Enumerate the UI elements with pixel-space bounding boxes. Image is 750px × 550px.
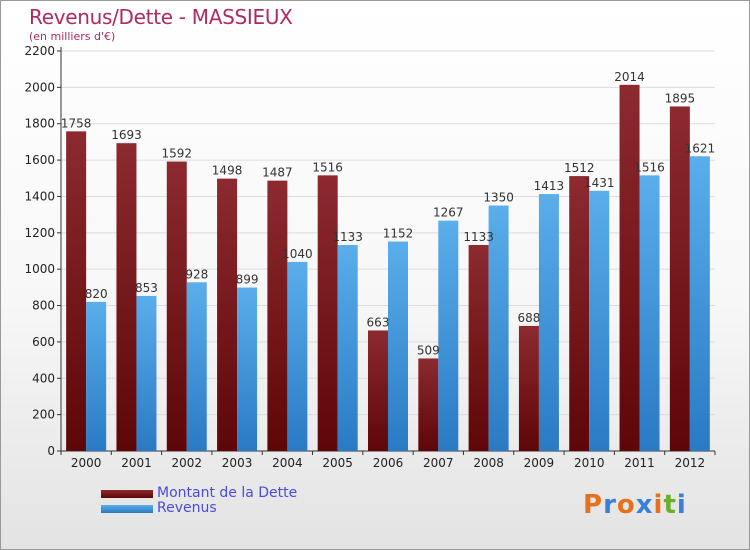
legend-swatch-revenus (101, 505, 153, 513)
bar-revenus (287, 261, 308, 451)
data-label-dette: 1512 (564, 161, 595, 175)
y-tick-label: 1200 (24, 226, 55, 240)
bar-revenus (86, 301, 107, 451)
data-label-revenus: 1413 (534, 179, 565, 193)
y-tick-label: 1600 (24, 153, 55, 167)
bar-revenus (237, 287, 258, 451)
bar-revenus (388, 241, 408, 451)
data-label-dette: 2014 (614, 70, 645, 84)
data-label-revenus: 1431 (584, 176, 615, 190)
bar-dette (317, 175, 338, 451)
x-tick-label: 2010 (574, 456, 605, 470)
x-tick-label: 2000 (71, 456, 102, 470)
data-label-dette: 688 (517, 311, 540, 325)
data-label-revenus: 853 (135, 281, 158, 295)
legend-label-revenus: Revenus (157, 500, 217, 516)
y-tick-label: 0 (47, 444, 55, 458)
logo-letter: P (583, 490, 604, 520)
logo-letter: x (635, 490, 654, 520)
bar-dette (418, 358, 439, 451)
axes: 0 200 400 600 800 1000 1200 1400 1600 1800 2000 220… (24, 44, 716, 470)
bar-dette (669, 106, 690, 452)
data-label-revenus: 899 (236, 273, 259, 287)
proxiti-logo: Proxiti (583, 490, 687, 520)
legend-swatch-dette (101, 490, 153, 498)
y-tick-label: 2200 (24, 44, 55, 58)
bar-dette (66, 131, 87, 451)
data-label-dette: 1592 (161, 147, 192, 161)
data-label-dette: 1516 (312, 160, 343, 174)
x-tick-label: 2005 (322, 456, 353, 470)
logo-letter: i (676, 490, 687, 520)
data-labels: 1758 820 1693 853 1592 928 1498 899 1487 1040 1516… (61, 70, 715, 358)
data-label-revenus: 1350 (483, 191, 514, 205)
legend-label-dette: Montant de la Dette (157, 485, 298, 501)
bar-revenus (689, 156, 710, 452)
bar-revenus (438, 220, 459, 451)
bar-dette (619, 84, 640, 452)
bar-revenus (186, 282, 207, 451)
data-label-dette: 1758 (61, 116, 92, 130)
logo-letter: i (653, 490, 664, 520)
chart-title: Revenus/Dette - MASSIEUX (29, 5, 293, 29)
chart-subtitle: (en milliers d'€) (29, 30, 116, 43)
bar-dette (116, 143, 137, 451)
data-label-revenus: 1152 (383, 227, 414, 241)
bar-dette (217, 178, 238, 452)
logo-letter: o (616, 490, 636, 520)
data-label-dette: 1498 (212, 164, 243, 178)
bar-dette (518, 325, 539, 451)
bar-dette (569, 176, 590, 451)
y-tick-label: 1400 (24, 189, 55, 203)
x-tick-label: 2004 (272, 456, 303, 470)
y-tick-label: 600 (32, 335, 55, 349)
data-label-revenus: 1040 (282, 247, 313, 261)
y-tick-label: 2000 (24, 80, 55, 94)
data-label-revenus: 1133 (332, 230, 363, 244)
bar-revenus (488, 205, 509, 451)
data-label-revenus: 1267 (433, 206, 464, 220)
x-tick-label: 2001 (121, 456, 152, 470)
x-tick-label: 2011 (624, 456, 655, 470)
bars (66, 84, 710, 452)
data-label-dette: 1693 (111, 128, 142, 142)
data-label-revenus: 928 (185, 267, 208, 281)
x-tick-label: 2006 (373, 456, 404, 470)
x-tick-label: 2008 (473, 456, 504, 470)
bar-revenus (538, 194, 559, 451)
x-tick-label: 2007 (423, 456, 454, 470)
bar-revenus (136, 295, 157, 451)
data-label-revenus: 1621 (685, 141, 716, 155)
data-label-revenus: 820 (85, 287, 108, 301)
bar-revenus (337, 245, 358, 451)
bar-dette (468, 245, 489, 451)
data-label-dette: 1133 (463, 230, 494, 244)
x-tick-label: 2002 (171, 456, 202, 470)
data-label-dette: 1487 (262, 166, 293, 180)
data-label-dette: 1895 (665, 91, 696, 105)
bar-dette (166, 161, 187, 451)
bar-dette (368, 330, 388, 451)
y-tick-label: 400 (32, 371, 55, 385)
data-label-revenus: 1516 (634, 160, 665, 174)
y-tick-label: 1000 (24, 262, 55, 276)
bar-revenus (589, 190, 610, 451)
x-tick-label: 2003 (222, 456, 253, 470)
y-tick-label: 800 (32, 299, 55, 313)
x-tick-label: 2012 (675, 456, 706, 470)
data-label-dette: 509 (417, 343, 440, 357)
bar-revenus (639, 175, 660, 451)
bar-dette (267, 180, 288, 452)
logo-letter: t (663, 490, 677, 520)
y-tick-label: 200 (32, 408, 55, 422)
data-label-dette: 663 (367, 315, 390, 329)
logo-letter: r (603, 490, 617, 520)
x-tick-label: 2009 (524, 456, 555, 470)
y-tick-label: 1800 (24, 117, 55, 131)
